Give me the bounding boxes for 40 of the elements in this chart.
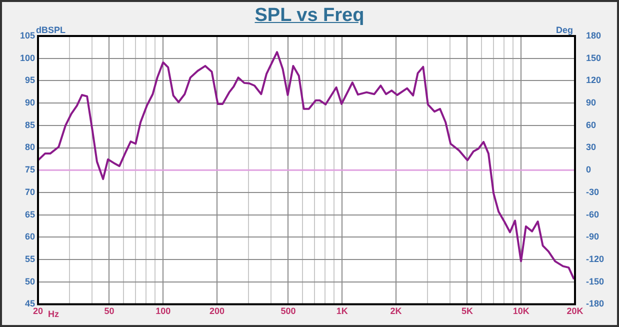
y-tick-label: 60 bbox=[24, 232, 35, 242]
y2-tick-label: -150 bbox=[586, 276, 604, 286]
y2-tick-label: 60 bbox=[586, 120, 596, 130]
y-tick-label: 95 bbox=[24, 75, 35, 86]
y2-tick-label: 150 bbox=[586, 52, 602, 63]
y-tick-label: 90 bbox=[24, 98, 35, 108]
x-tick-label: 50 bbox=[104, 306, 114, 316]
y-tick-label: 80 bbox=[24, 142, 35, 152]
y-tick-label: 105 bbox=[20, 30, 35, 40]
y-tick-label: 100 bbox=[20, 52, 35, 63]
x-tick-label: 100 bbox=[156, 306, 171, 316]
y-tick-label: 50 bbox=[24, 276, 35, 286]
y-tick-label: 65 bbox=[24, 209, 35, 220]
x-tick-label: 2K bbox=[390, 306, 402, 316]
y2-tick-label: 90 bbox=[586, 98, 596, 108]
x-tick-label: 20K bbox=[566, 306, 584, 316]
y2-tick-label: 0 bbox=[586, 164, 592, 175]
y2-tick-label: 180 bbox=[586, 30, 602, 40]
x-tick-label: 5K bbox=[461, 306, 474, 316]
y2-tick-label: -180 bbox=[586, 298, 604, 309]
y2-tick-label: -120 bbox=[586, 254, 604, 264]
y2-tick-label: 30 bbox=[586, 142, 596, 152]
y2-tick-label: -30 bbox=[586, 186, 600, 197]
x-axis-title: Hz bbox=[48, 309, 60, 320]
y-tick-label: 55 bbox=[24, 254, 35, 264]
y2-tick-label: -60 bbox=[586, 209, 600, 220]
y-axis-title: dBSPL bbox=[36, 24, 66, 35]
y-tick-label: 85 bbox=[24, 120, 35, 130]
x-tick-label: 1K bbox=[336, 306, 348, 316]
y-tick-label: 75 bbox=[24, 164, 35, 175]
chart-title: SPL vs Freq bbox=[254, 5, 364, 26]
y2-tick-label: 120 bbox=[586, 75, 602, 86]
y-tick-label: 70 bbox=[24, 186, 35, 197]
x-tick-label: 500 bbox=[280, 306, 296, 316]
x-tick-label: 200 bbox=[209, 306, 225, 316]
x-tick-label: 10K bbox=[512, 306, 530, 316]
x-tick-label: 20 bbox=[32, 306, 44, 316]
y2-tick-label: -90 bbox=[586, 232, 600, 242]
y-tick-label: 45 bbox=[24, 298, 35, 309]
y2-axis-title: Deg bbox=[556, 24, 573, 35]
